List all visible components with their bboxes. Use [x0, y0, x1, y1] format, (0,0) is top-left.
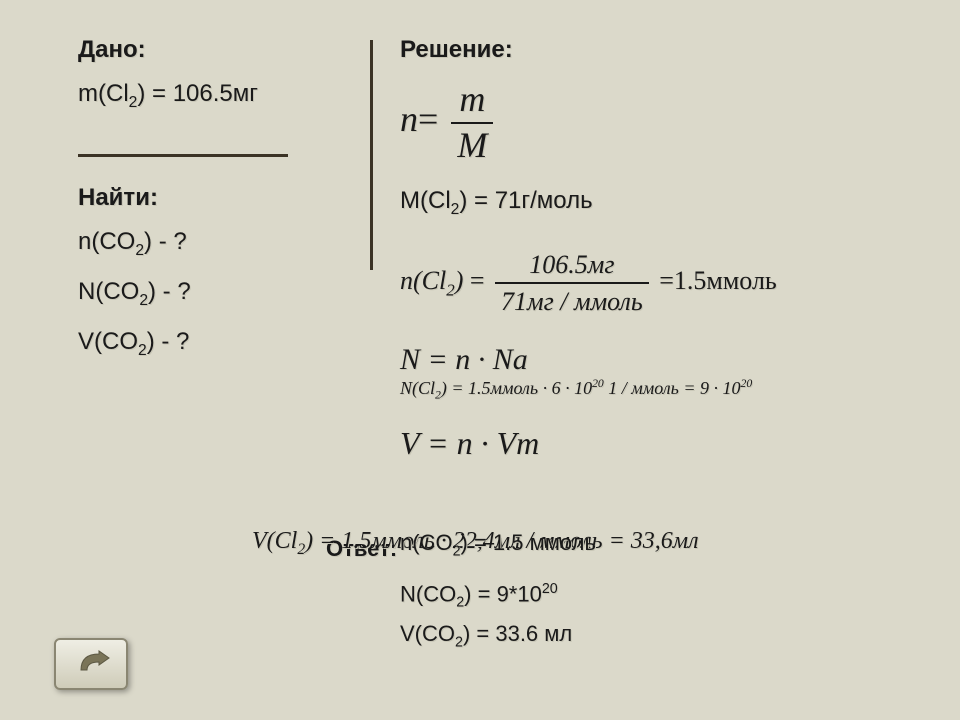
answer-row-n: n(CO2) = 1.5 ммоль: [400, 530, 596, 559]
back-button[interactable]: [54, 638, 128, 690]
formula-N-equals-n-Na: N = n · Na: [400, 343, 940, 377]
find-item-v: V(CO2) - ?: [78, 328, 338, 360]
u-turn-arrow-icon: [71, 648, 111, 681]
molar-mass-line: M(Cl2) = 71г/моль: [400, 187, 940, 219]
solution-heading: Решение:: [400, 36, 940, 64]
formula-n-equals-m-over-M: n= m M: [400, 80, 940, 165]
find-item-n: n(CO2) - ?: [78, 228, 338, 260]
n-cl2-calculation: n(Cl2) = 106.5мг 71мг / ммоль =1.5ммоль: [400, 249, 940, 317]
answer-row-V: V(CO2) = 33.6 мл: [400, 621, 596, 650]
given-mass: m(Cl2) = 106.5мг: [78, 80, 338, 112]
find-heading: Найти:: [78, 184, 338, 212]
find-item-big-n: N(CO2) - ?: [78, 278, 338, 310]
answer-row-N: N(CO2) = 9*1020: [400, 581, 596, 611]
given-heading: Дано:: [78, 36, 338, 64]
horizontal-divider: [78, 154, 288, 157]
vertical-divider: [370, 40, 373, 270]
N-cl2-calculation: N(Cl2) = 1.5ммоль · 6 · 1020 1 / ммоль =…: [400, 377, 940, 403]
formula-V-equals-n-Vm: V = n · Vm: [400, 425, 940, 462]
